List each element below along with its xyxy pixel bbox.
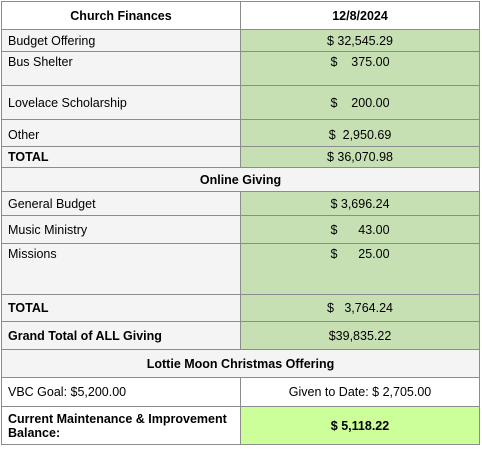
- total-row: TOTAL $ 3,764.24: [1, 294, 480, 322]
- label: Missions: [1, 243, 241, 295]
- header-title: Church Finances: [1, 1, 241, 30]
- grand-total-row: Grand Total of ALL Giving $39,835.22: [1, 321, 480, 350]
- amount: $ 25.00: [240, 243, 480, 295]
- amount: $ 2,950.69: [240, 119, 480, 147]
- section-row: Online Giving: [1, 167, 480, 192]
- row: Lovelace Scholarship $ 200.00: [1, 85, 480, 120]
- given: Given to Date: $ 2,705.00: [240, 377, 480, 407]
- grand-total-label: Grand Total of ALL Giving: [1, 321, 241, 350]
- section-title: Online Giving: [1, 167, 480, 192]
- amount: $ 375.00: [240, 51, 480, 86]
- label: Budget Offering: [1, 29, 241, 52]
- label: General Budget: [1, 191, 241, 216]
- row: Bus Shelter $ 375.00: [1, 51, 480, 86]
- amount: $ 43.00: [240, 215, 480, 244]
- total-amount: $ 3,764.24: [240, 294, 480, 322]
- header-row: Church Finances 12/8/2024: [1, 1, 480, 30]
- total-label: TOTAL: [1, 294, 241, 322]
- balance-label: Current Maintenance & Improvement Balanc…: [1, 406, 241, 445]
- row: Missions $ 25.00: [1, 243, 480, 295]
- section-row: Lottie Moon Christmas Offering: [1, 349, 480, 378]
- label: Bus Shelter: [1, 51, 241, 86]
- amount: $ 200.00: [240, 85, 480, 120]
- goal: VBC Goal: $5,200.00: [1, 377, 241, 407]
- row: VBC Goal: $5,200.00 Given to Date: $ 2,7…: [1, 377, 480, 407]
- total-label: TOTAL: [1, 146, 241, 168]
- label: Other: [1, 119, 241, 147]
- amount: $ 3,696.24: [240, 191, 480, 216]
- row: General Budget $ 3,696.24: [1, 191, 480, 216]
- balance-amount: $ 5,118.22: [240, 406, 480, 445]
- row: Music Ministry $ 43.00: [1, 215, 480, 244]
- section-title: Lottie Moon Christmas Offering: [1, 349, 480, 378]
- row: Budget Offering $ 32,545.29: [1, 29, 480, 52]
- balance-row: Current Maintenance & Improvement Balanc…: [1, 406, 480, 445]
- total-amount: $ 36,070.98: [240, 146, 480, 168]
- row: Other $ 2,950.69: [1, 119, 480, 147]
- grand-total-amount: $39,835.22: [240, 321, 480, 350]
- amount: $ 32,545.29: [240, 29, 480, 52]
- header-date: 12/8/2024: [240, 1, 480, 30]
- label: Lovelace Scholarship: [1, 85, 241, 120]
- label: Music Ministry: [1, 215, 241, 244]
- total-row: TOTAL $ 36,070.98: [1, 146, 480, 168]
